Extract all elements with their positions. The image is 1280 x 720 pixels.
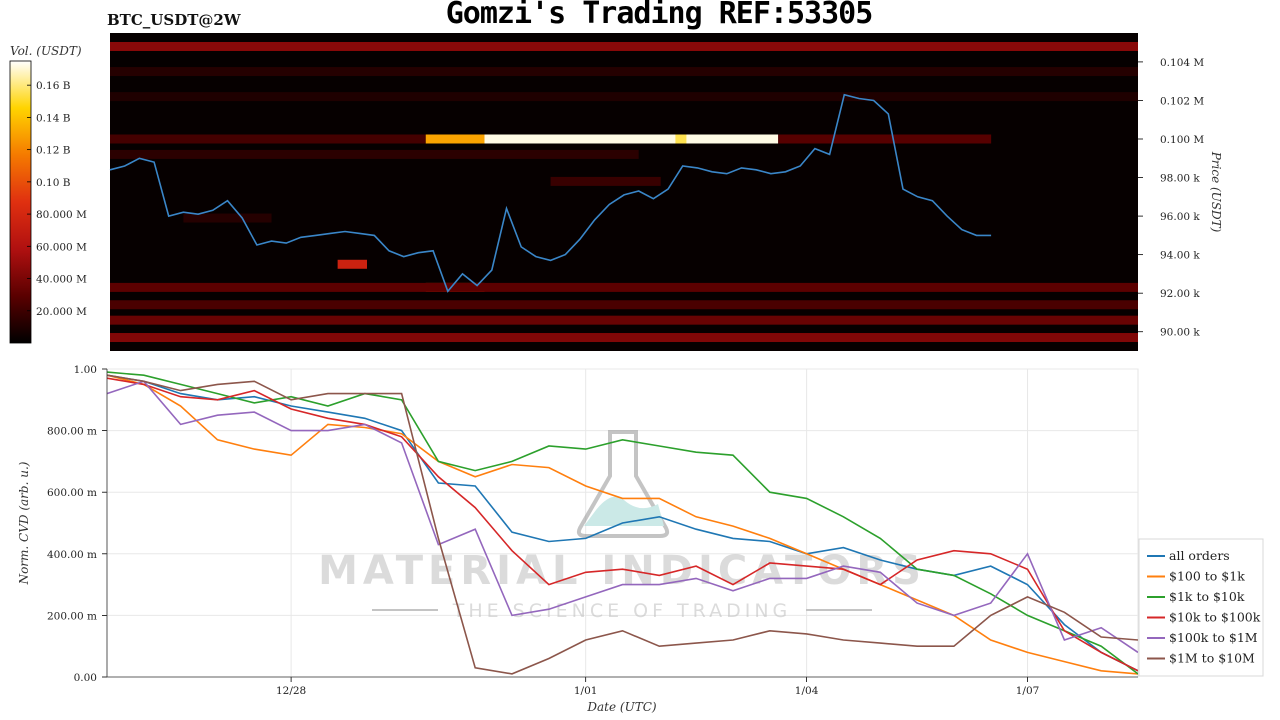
- cvd-y-tick-label: 0.00: [74, 672, 97, 684]
- legend: all orders $100 to $1k $1k to $10k $10k to …: [1138, 538, 1264, 677]
- price-series-line: [109, 93, 992, 293]
- cvd-series-line: [107, 374, 1138, 675]
- colorbar-tick-label: 80.000 M: [36, 209, 87, 221]
- heatmap-band: [110, 282, 1138, 292]
- cvd-series-line: [107, 377, 1138, 672]
- heatmap-band: [110, 92, 1138, 102]
- pair-label: BTC_USDT@2W: [107, 11, 241, 29]
- cvd-series-line: [107, 380, 1138, 654]
- heatmap-band: [110, 149, 639, 159]
- price-tick-label: 90.00 k: [1160, 327, 1200, 339]
- price-tick-label: 0.102 M: [1160, 95, 1204, 107]
- legend-entry: $1k to $10k: [1169, 589, 1245, 604]
- colorbar-tick-label: 40.000 M: [36, 274, 87, 286]
- legend-entry: all orders: [1169, 548, 1230, 563]
- cvd-y-tick-label: 1.00: [74, 364, 97, 376]
- price-tick-label: 0.104 M: [1160, 57, 1204, 69]
- colorbar-label: Vol. (USDT): [10, 44, 82, 58]
- watermark-tagline: THE SCIENCE OF TRADING: [452, 600, 792, 622]
- cvd-x-tick-label: 1/04: [795, 685, 819, 697]
- price-tick-label: 0.100 M: [1160, 134, 1204, 146]
- price-axis-label: Price (USDT): [1209, 151, 1223, 233]
- cvd-y-tick-label: 200.00 m: [47, 610, 97, 622]
- cvd-series-line: [107, 374, 1138, 675]
- colorbar-tick-label: 0.12 B: [36, 145, 71, 157]
- colorbar-gradient: [9, 60, 32, 344]
- colorbar: Vol. (USDT) 0.16 B 0.14 B 0.12 B 0.10 B 80.0…: [9, 44, 87, 344]
- colorbar-tick-label: 60.000 M: [36, 241, 87, 253]
- heatmap-band: [110, 300, 1138, 310]
- heatmap-background: [110, 33, 1138, 351]
- heatmap-band: [550, 176, 661, 186]
- price-tick-label: 92.00 k: [1160, 288, 1200, 300]
- cvd-series-line: [107, 371, 1138, 675]
- cvd-y-tick-label: 800.00 m: [47, 426, 97, 438]
- heatmap-band: [110, 67, 1138, 77]
- cvd-axis-label: Norm. CVD (arb. u.): [17, 461, 31, 585]
- heatmap-band: [778, 134, 992, 144]
- cvd-x-tick-label: 1/07: [1016, 685, 1040, 697]
- chart-title: Gomzi's Trading REF:53305: [445, 0, 874, 31]
- date-axis-label: Date (UTC): [586, 700, 656, 714]
- price-tick-label: 96.00 k: [1160, 211, 1200, 223]
- heatmap-band: [110, 333, 1138, 343]
- colorbar-tick-label: 0.16 B: [36, 80, 71, 92]
- price-tick-label: 94.00 k: [1160, 250, 1200, 262]
- cvd-y-tick-label: 600.00 m: [47, 487, 97, 499]
- heatmap-band: [675, 134, 687, 144]
- colorbar-tick-label: 0.14 B: [36, 112, 71, 124]
- heatmap-band: [110, 134, 426, 144]
- legend-box: [1138, 538, 1264, 677]
- cvd-panel: MATERIAL INDICATORS THE SCIENCE OF TRADI…: [17, 364, 1139, 714]
- heatmap-band: [110, 41, 1138, 51]
- heatmap-band: [337, 259, 367, 269]
- cvd-y-tick-label: 400.00 m: [47, 549, 97, 561]
- colorbar-tick-label: 20.000 M: [36, 306, 87, 318]
- heatmap-band: [484, 134, 779, 144]
- heatmap-band: [425, 134, 485, 144]
- heatmap-band: [110, 315, 1138, 325]
- legend-entry: $100k to $1M: [1169, 630, 1258, 645]
- cvd-x-tick-label: 12/28: [276, 685, 306, 697]
- heatmap-panel: 0.104 M 0.102 M 0.100 M 98.00 k 96.00 k 94.00…: [109, 33, 1223, 351]
- colorbar-tick-label: 0.10 B: [36, 177, 71, 189]
- watermark-brand: MATERIAL INDICATORS: [318, 548, 926, 594]
- heatmap-band: [183, 213, 272, 223]
- legend-entry: $100 to $1k: [1169, 569, 1245, 584]
- cvd-x-tick-label: 1/01: [574, 685, 598, 697]
- legend-entry: $1M to $10M: [1169, 651, 1255, 666]
- price-tick-label: 98.00 k: [1160, 173, 1200, 185]
- legend-entry: $10k to $100k: [1169, 610, 1261, 625]
